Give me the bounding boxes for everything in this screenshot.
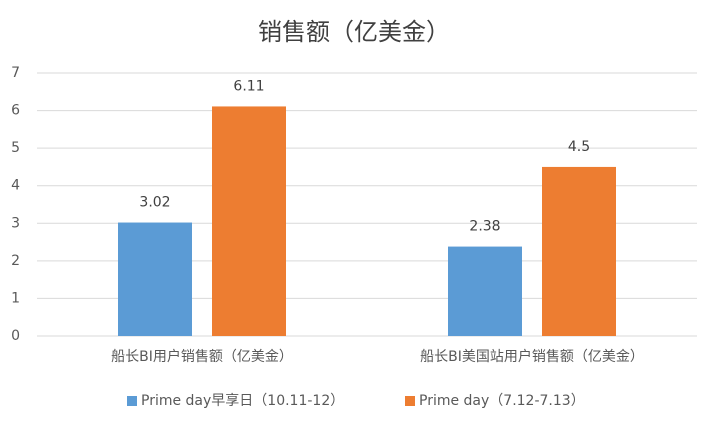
bar	[118, 222, 192, 336]
x-tick-label: 船长BI美国站用户销售额（亿美金）	[420, 348, 644, 365]
y-tick-label: 6	[11, 103, 20, 119]
x-tick-label: 船长BI用户销售额（亿美金）	[111, 348, 293, 365]
legend-swatch	[127, 396, 137, 406]
value-label: 2.38	[469, 219, 500, 235]
y-tick-label: 7	[11, 65, 20, 81]
legend-label: Prime day早享日（10.11-12）	[141, 392, 344, 409]
y-tick-label: 2	[11, 253, 20, 269]
y-tick-label: 3	[11, 215, 20, 231]
value-label: 3.02	[139, 195, 170, 211]
bar	[542, 166, 616, 336]
bar	[448, 246, 522, 336]
legend-label: Prime day（7.12-7.13）	[419, 393, 585, 409]
y-tick-label: 4	[11, 178, 20, 194]
y-tick-label: 1	[11, 290, 20, 306]
bar	[212, 106, 286, 336]
value-label: 6.11	[233, 78, 264, 94]
chart-title: 销售额（亿美金）	[258, 18, 450, 46]
legend-swatch	[405, 396, 415, 406]
y-tick-label: 0	[11, 328, 20, 344]
y-tick-label: 5	[11, 140, 20, 156]
value-label: 4.5	[568, 139, 590, 155]
